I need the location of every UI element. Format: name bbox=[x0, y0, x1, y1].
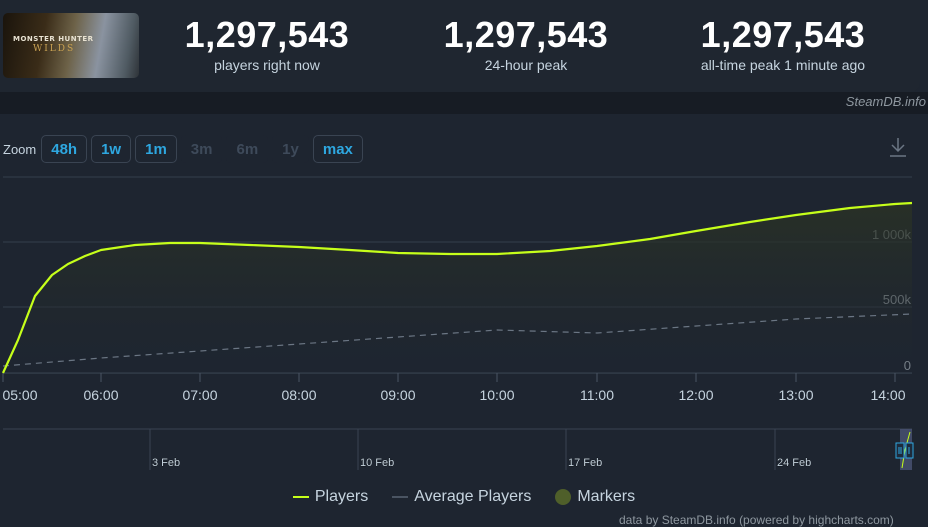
chart-legend: Players Average Players Markers bbox=[0, 488, 928, 506]
zoom-6m-button: 6m bbox=[226, 135, 269, 163]
zoom-48h-button[interactable]: 48h bbox=[41, 135, 88, 163]
zoom-selector: Zoom 48h 1w 1m 3m 6m 1y max bbox=[0, 135, 367, 163]
zoom-3m-button: 3m bbox=[180, 135, 223, 163]
zoom-label: Zoom bbox=[3, 141, 37, 157]
x-tick-label: 11:00 bbox=[580, 387, 614, 403]
x-tick-label: 12:00 bbox=[678, 387, 713, 403]
navigator-label: 3 Feb bbox=[152, 457, 180, 469]
legend-item-markers[interactable]: Markers bbox=[555, 488, 635, 506]
x-tick-label: 05:00 bbox=[2, 387, 37, 403]
stats-header: MONSTER HUNTER WILDS 1,297,543 players r… bbox=[0, 0, 920, 92]
header-divider-strip bbox=[0, 92, 928, 114]
download-icon[interactable] bbox=[887, 136, 909, 158]
navigator-label: 17 Feb bbox=[568, 457, 602, 469]
legend-label: Players bbox=[314, 488, 369, 505]
game-image-title: MONSTER HUNTER bbox=[13, 35, 94, 43]
stat-24h-peak: 1,297,543 24-hour peak bbox=[396, 14, 656, 74]
game-image-subtitle: WILDS bbox=[33, 44, 76, 54]
x-tick-label: 08:00 bbox=[281, 387, 316, 403]
stat-value: 1,297,543 bbox=[443, 14, 609, 55]
navigator[interactable]: 3 Feb 10 Feb 17 Feb 24 Feb bbox=[3, 428, 914, 470]
steamdb-credit[interactable]: SteamDB.info bbox=[845, 94, 926, 109]
x-tick-label: 07:00 bbox=[182, 387, 217, 403]
zoom-max-button[interactable]: max bbox=[312, 135, 363, 163]
x-axis-labels: 05:00 06:00 07:00 08:00 09:00 10:00 11:0… bbox=[2, 387, 905, 403]
player-count-chart[interactable]: 1 000k 500k 0 05:00 06:00 07:00 08:00 09… bbox=[0, 170, 928, 475]
average-players-line bbox=[2, 313, 913, 367]
legend-label: Average Players bbox=[414, 488, 532, 505]
highcharts-credit[interactable]: data by SteamDB.info (powered by highcha… bbox=[619, 513, 894, 527]
zoom-1m-button[interactable]: 1m bbox=[135, 135, 177, 163]
legend-label: Markers bbox=[577, 488, 636, 505]
stat-label: players right now bbox=[214, 57, 320, 73]
navigator-label: 10 Feb bbox=[360, 457, 394, 469]
game-image[interactable]: MONSTER HUNTER WILDS bbox=[3, 13, 139, 78]
x-tick-label: 14:00 bbox=[870, 387, 905, 403]
stat-players-now: 1,297,543 players right now bbox=[137, 14, 397, 74]
stat-all-time-peak: 1,297,543 all-time peak 1 minute ago bbox=[653, 14, 913, 74]
stat-label: all-time peak 1 minute ago bbox=[700, 57, 866, 73]
stat-value: 1,297,543 bbox=[184, 14, 350, 55]
navigator-label: 24 Feb bbox=[777, 457, 811, 469]
x-tick-label: 10:00 bbox=[479, 387, 514, 403]
marker-dot-icon bbox=[555, 489, 572, 505]
stat-value: 1,297,543 bbox=[700, 14, 866, 55]
zoom-1y-button: 1y bbox=[272, 135, 309, 163]
players-line bbox=[1, 201, 913, 374]
legend-item-players[interactable]: Players bbox=[292, 488, 369, 506]
legend-item-average-players[interactable]: Average Players bbox=[392, 488, 531, 506]
navigator-handle-left[interactable] bbox=[895, 442, 905, 459]
x-tick-label: 09:00 bbox=[380, 387, 415, 403]
x-tick-label: 06:00 bbox=[83, 387, 118, 403]
x-axis-ticks bbox=[2, 373, 896, 382]
zoom-1w-button[interactable]: 1w bbox=[91, 135, 132, 163]
x-tick-label: 13:00 bbox=[778, 387, 813, 403]
players-area bbox=[3, 203, 912, 373]
stat-label: 24-hour peak bbox=[484, 57, 568, 73]
players-line-icon bbox=[292, 496, 309, 498]
average-line-icon bbox=[392, 496, 409, 498]
